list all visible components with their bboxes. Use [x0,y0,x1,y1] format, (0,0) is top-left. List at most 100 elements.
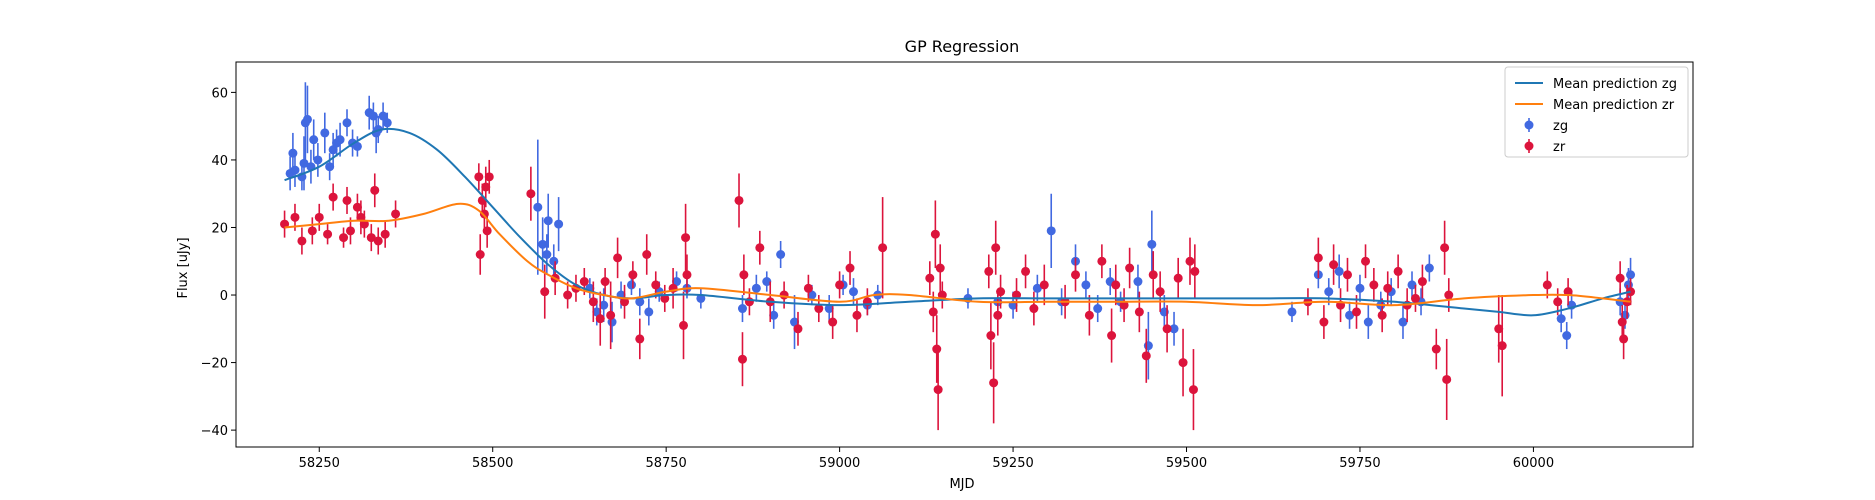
point-zr-87 [1134,307,1144,317]
point-zr-120 [1563,287,1573,297]
point-zg-66 [1143,341,1153,351]
point-zr-9 [345,226,355,236]
point-zr-58 [845,263,855,273]
point-zr-34 [606,310,616,320]
point-zr-112 [1431,344,1441,354]
point-zr-66 [933,385,943,395]
point-zr-65 [932,344,942,354]
point-zr-69 [984,266,994,276]
point-zr-86 [1125,263,1135,273]
point-zr-81 [1084,310,1094,320]
point-zr-22 [481,182,491,192]
point-zr-15 [373,236,383,246]
point-zr-110 [1410,293,1420,303]
legend-box [1504,66,1689,158]
point-zr-64 [930,229,940,239]
point-zr-84 [1111,280,1121,290]
x-tick-label-1: 58500 [472,456,513,471]
point-zr-115 [1444,290,1454,300]
point-zr-44 [681,233,691,243]
line-mean-prediction-zr [284,202,1631,307]
point-zr-91 [1162,324,1172,334]
point-zr-118 [1542,280,1552,290]
point-zr-26 [540,287,550,297]
point-zr-10 [352,202,362,212]
legend-label-0: Mean prediction zg [1553,77,1677,92]
y-tick-label-2: 0 [220,289,228,304]
point-zr-19 [475,250,485,259]
point-zr-54 [803,283,813,293]
point-zg-45 [769,310,779,320]
point-zg-6 [302,114,312,124]
point-zr-113 [1440,243,1450,253]
point-zg-10 [320,128,330,138]
legend-swatch-2 [1524,120,1534,130]
point-zr-67 [935,263,945,273]
legend-label-1: Mean prediction zr [1553,98,1675,113]
point-zr-102 [1342,270,1352,280]
series-zr [280,159,1636,431]
point-zr-6 [328,192,338,202]
point-zr-114 [1442,374,1452,384]
point-zr-50 [755,243,765,253]
point-zr-56 [828,317,838,327]
point-zg-47 [790,317,800,327]
line-mean-prediction-zg [284,127,1631,317]
x-tick-label-2: 58750 [645,456,686,471]
legend-label-2: zg [1553,119,1568,134]
point-zr-40 [651,280,661,290]
point-zr-25 [526,189,536,199]
point-zr-30 [579,277,589,287]
point-zr-76 [1021,266,1031,276]
point-zg-51 [848,287,858,297]
point-zg-26 [538,239,548,249]
point-zr-103 [1352,307,1362,317]
point-zr-36 [620,297,630,307]
point-zr-13 [366,233,376,243]
point-zr-96 [1190,266,1200,276]
point-zr-93 [1178,358,1188,368]
point-zg-82 [1424,263,1434,273]
point-zg-70 [1287,307,1297,317]
point-zg-27 [542,250,552,259]
point-zr-85 [1119,300,1129,310]
point-zr-82 [1097,256,1107,266]
point-zg-73 [1334,266,1344,276]
point-zg-43 [751,283,761,293]
point-zg-15 [342,118,352,128]
point-zr-57 [835,280,845,290]
point-zr-100 [1329,260,1339,270]
point-zr-61 [878,243,888,253]
point-zg-9 [313,155,323,165]
point-zr-8 [342,195,352,205]
point-zg-25 [533,202,543,212]
point-zr-83 [1107,331,1117,341]
point-zg-24 [543,216,553,226]
axes-frame [235,61,1694,448]
point-zg-83 [1556,314,1566,324]
plot-area: 58250 58500 58750 59000 59250 59500 59750 60000… [201,61,1694,471]
point-zr-39 [642,250,652,259]
point-zg-2 [290,165,300,175]
point-zr-108 [1393,266,1403,276]
point-zg-58 [1046,226,1056,236]
point-zr-88 [1141,351,1151,361]
point-zr-46 [734,195,744,205]
point-zr-43 [679,320,689,330]
point-zr-73 [993,310,1003,320]
point-zg-17 [352,141,362,151]
point-zr-37 [628,270,638,280]
point-zr-32 [595,314,605,324]
y-tick-label-4: 40 [211,154,228,169]
point-zr-38 [635,334,645,344]
point-zg-44 [762,277,772,287]
x-tick-label-0: 58250 [299,456,340,471]
point-zg-35 [626,280,636,290]
point-zg-79 [1398,317,1408,327]
y-tick-label-0: −40 [201,424,228,439]
point-zr-70 [986,331,996,341]
point-zr-3 [307,226,317,236]
point-zr-78 [1039,280,1049,290]
point-zr-77 [1029,304,1039,314]
point-zr-92 [1173,273,1183,283]
